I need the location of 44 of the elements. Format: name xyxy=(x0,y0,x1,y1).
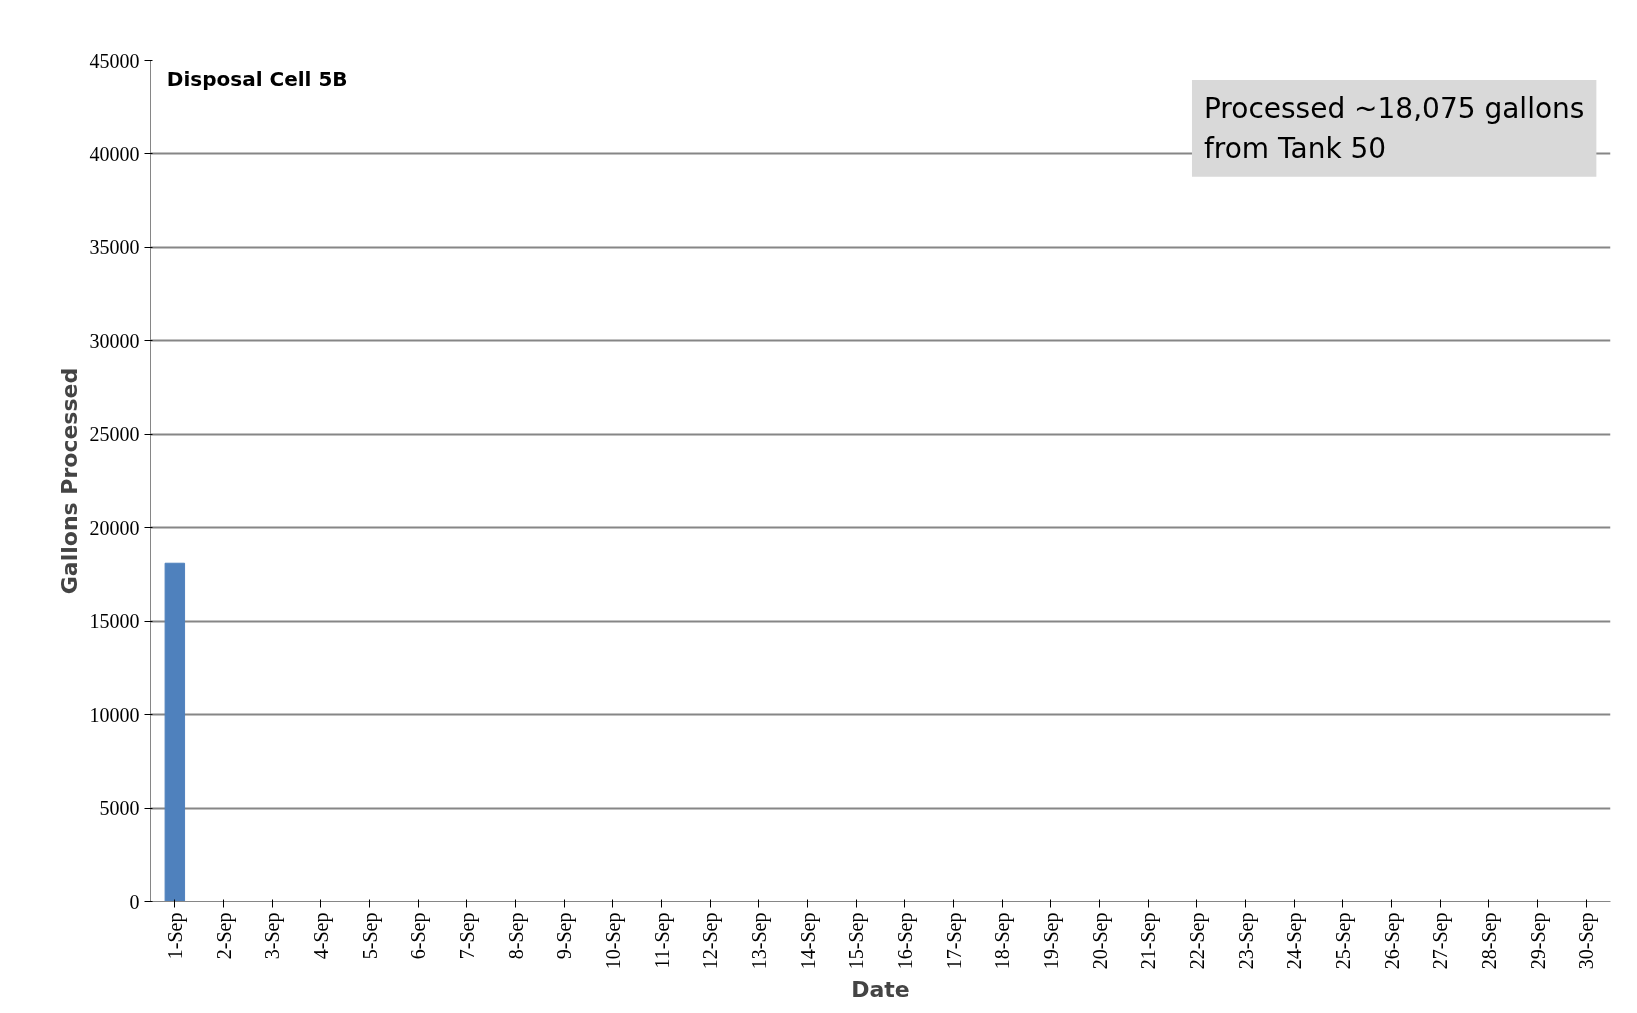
x-axis-title: Date xyxy=(851,977,910,1003)
y-tick-label: 5000 xyxy=(99,797,140,820)
y-tick-label: 20000 xyxy=(89,516,140,539)
x-tick-label: 5-Sep xyxy=(358,912,382,960)
y-tick-label: 10000 xyxy=(89,703,140,726)
x-tick-label: 17-Sep xyxy=(942,912,966,970)
x-tick-label: 12-Sep xyxy=(699,912,723,970)
x-tick-label: 3-Sep xyxy=(261,912,285,960)
x-tick-label: 30-Sep xyxy=(1575,912,1599,970)
x-tick-label: 13-Sep xyxy=(747,912,771,970)
y-axis-title: Gallons Processed xyxy=(56,367,82,595)
x-tick-label: 25-Sep xyxy=(1331,912,1355,970)
x-tick-label: 21-Sep xyxy=(1137,912,1161,970)
y-tick-label: 0 xyxy=(129,890,140,913)
y-tick-label: 35000 xyxy=(89,236,140,259)
x-tick-label: 22-Sep xyxy=(1185,912,1209,970)
x-tick-label: 19-Sep xyxy=(1039,912,1063,970)
y-tick-label: 40000 xyxy=(89,142,140,165)
x-tick-label: 28-Sep xyxy=(1477,912,1501,970)
x-tick-label: 24-Sep xyxy=(1283,912,1307,970)
x-tick-label: 6-Sep xyxy=(407,912,431,960)
y-tick-label: 30000 xyxy=(89,329,140,352)
x-tick-label: 18-Sep xyxy=(991,912,1015,970)
x-tick-label: 16-Sep xyxy=(893,912,917,970)
x-tick-label: 26-Sep xyxy=(1380,912,1404,970)
x-tick-label: 11-Sep xyxy=(650,912,674,969)
annotation: Processed ~18,075 gallons from Tank 50 xyxy=(1203,92,1585,165)
x-tick-label: 4-Sep xyxy=(309,912,333,960)
x-tick-label: 20-Sep xyxy=(1088,912,1112,970)
x-tick-label: 7-Sep xyxy=(455,912,479,960)
x-tick-label: 29-Sep xyxy=(1526,912,1550,970)
x-tick-label: 23-Sep xyxy=(1234,912,1258,970)
x-tick-label: 10-Sep xyxy=(601,912,625,970)
x-tick-label: 2-Sep xyxy=(212,912,236,960)
x-tick-label: 14-Sep xyxy=(796,912,820,970)
annotation: Disposal Cell 5B xyxy=(166,67,348,92)
y-tick-label: 25000 xyxy=(89,423,140,446)
x-tick-label: 8-Sep xyxy=(504,912,528,960)
x-tick-label: 9-Sep xyxy=(553,912,577,960)
x-tick-label: 27-Sep xyxy=(1429,912,1453,970)
y-tick-label: 45000 xyxy=(89,49,140,72)
x-tick-label: 1-Sep xyxy=(163,912,187,960)
y-tick-label: 15000 xyxy=(89,610,140,633)
x-tick-label: 15-Sep xyxy=(845,912,869,970)
